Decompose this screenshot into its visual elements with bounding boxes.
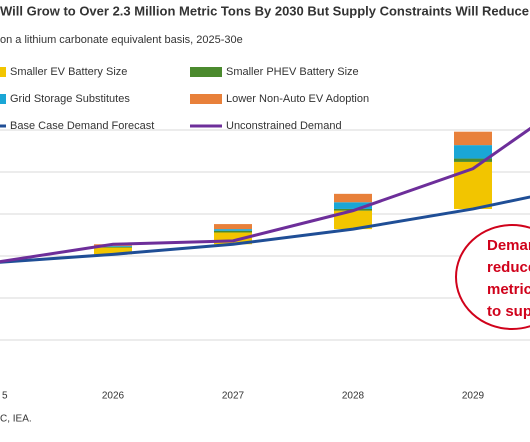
chart-subtitle: on a lithium carbonate equivalent basis,… <box>0 34 243 46</box>
x-tick-label: 2028 <box>342 391 365 402</box>
bar-segment <box>454 131 492 146</box>
bar-segment <box>94 247 132 255</box>
bar-segment <box>334 210 372 230</box>
legend-swatch <box>190 94 222 104</box>
legend-swatch <box>190 67 222 77</box>
annotation-text: reduce <box>487 259 530 276</box>
bar-segment <box>334 202 372 209</box>
chart-title: Will Grow to Over 2.3 Million Metric Ton… <box>0 3 530 18</box>
x-tick-label: 2029 <box>462 391 485 402</box>
legend-label: Smaller EV Battery Size <box>10 66 127 78</box>
x-tick-label: 2026 <box>102 391 125 402</box>
legend-label: Lower Non-Auto EV Adoption <box>226 93 369 105</box>
legend-label: Smaller PHEV Battery Size <box>226 66 359 78</box>
annotation-ellipse <box>455 224 530 330</box>
bar-segment <box>334 193 372 203</box>
line-series <box>0 126 530 264</box>
bar-segment <box>454 145 492 159</box>
line-series <box>0 195 530 264</box>
legend-swatch <box>0 67 6 77</box>
bar-segment <box>94 246 132 248</box>
legend-label: Grid Storage Substitutes <box>10 93 130 105</box>
annotation-text: to supp <box>487 303 530 320</box>
legend-swatch <box>0 94 6 104</box>
legend-label: Base Case Demand Forecast <box>10 120 154 132</box>
bar-segment <box>214 224 252 230</box>
annotation-text: Deman <box>487 237 530 254</box>
bar-segment <box>214 229 252 231</box>
bar-segment <box>94 245 132 247</box>
x-tick-label: 2027 <box>222 391 245 402</box>
source: C, IEA. <box>0 414 32 425</box>
bar-segment <box>214 232 252 245</box>
bar-segment <box>454 158 492 162</box>
annotation-text: metric <box>487 281 530 298</box>
bar-segment <box>214 230 252 233</box>
legend-label: Unconstrained Demand <box>226 120 342 132</box>
x-tick-label: 5 <box>2 391 8 402</box>
